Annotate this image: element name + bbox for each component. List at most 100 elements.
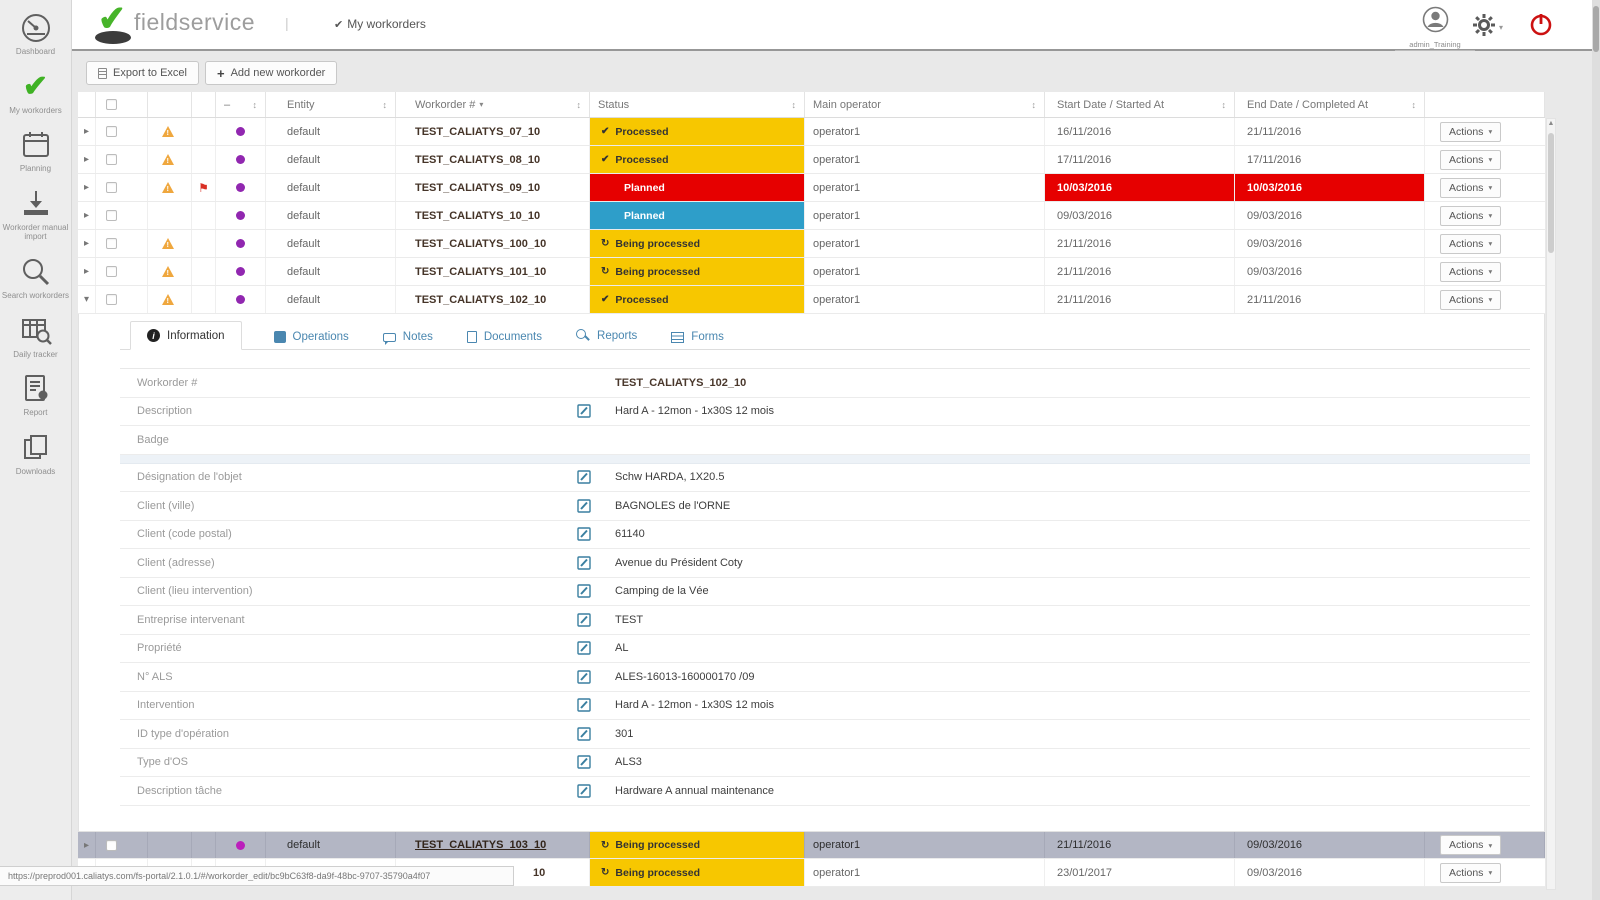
actions-button[interactable]: Actions ▾ xyxy=(1440,835,1502,855)
header-start-date[interactable]: Start Date / Started At ↕ xyxy=(1045,92,1235,117)
workorder-number: TEST_CALIATYS_10_10 xyxy=(415,209,541,222)
header-entity[interactable]: Entity ↕ xyxy=(266,92,396,117)
row-checkbox[interactable] xyxy=(106,839,117,851)
edit-icon[interactable] xyxy=(577,727,591,741)
table-scrollbar[interactable]: ▲ xyxy=(1546,118,1556,890)
workorder-table: ▸ ! default TEST_CALIATYS_07_10 ✔ Process… xyxy=(78,118,1545,314)
sidebar-item-my-workorders[interactable]: ✔ My workorders xyxy=(9,69,62,115)
gear-icon xyxy=(1472,13,1496,42)
end-date-cell: 21/11/2016 xyxy=(1235,286,1425,313)
header-workorder[interactable]: Workorder # ▾ ↕ xyxy=(396,92,590,117)
header-badge-column[interactable]: – ↕ xyxy=(216,92,266,117)
sidebar-item-daily-tracker[interactable]: Daily tracker xyxy=(1,313,71,360)
table-row[interactable]: ▸ ! default TEST_CALIATYS_100_10 ↻ Being … xyxy=(78,230,1545,258)
actions-button[interactable]: Actions ▾ xyxy=(1440,177,1502,198)
actions-button[interactable]: Actions ▾ xyxy=(1440,233,1502,254)
table-scrollbar-thumb[interactable] xyxy=(1548,133,1554,253)
user-menu[interactable]: admin_Training xyxy=(1395,6,1475,51)
field-client-ville: Client (ville) BAGNOLES de l'ORNE xyxy=(120,492,1530,521)
sidebar-item-downloads[interactable]: Downloads xyxy=(1,430,71,477)
table-row[interactable]: ▸ ! default TEST_CALIATYS_101_10 ↻ Being … xyxy=(78,258,1545,286)
expand-row-icon[interactable]: ▸ xyxy=(83,126,90,137)
actions-button[interactable]: Actions ▾ xyxy=(1440,121,1502,142)
edit-icon[interactable] xyxy=(577,470,591,484)
actions-button[interactable]: Actions ▾ xyxy=(1440,261,1502,282)
edit-icon[interactable] xyxy=(577,499,591,513)
row-checkbox[interactable] xyxy=(106,294,117,305)
workorder-link[interactable]: TEST_CALIATYS_103_10 xyxy=(415,839,547,851)
edit-icon[interactable] xyxy=(577,641,591,655)
collapse-row-icon[interactable]: ▾ xyxy=(83,294,90,305)
check-icon: ✔ xyxy=(601,294,610,305)
edit-icon[interactable] xyxy=(577,613,591,627)
edit-icon[interactable] xyxy=(577,527,591,541)
select-all-checkbox[interactable] xyxy=(106,99,117,110)
edit-icon[interactable] xyxy=(577,698,591,712)
edit-icon[interactable] xyxy=(577,404,591,418)
excel-file-icon xyxy=(98,67,107,79)
table-row[interactable]: ▸ ! ⚑ default TEST_CALIATYS_09_10 Planne… xyxy=(78,174,1545,202)
row-checkbox[interactable] xyxy=(106,126,117,137)
logout-button[interactable] xyxy=(1528,11,1554,42)
table-row-expanded[interactable]: ▾ ! default TEST_CALIATYS_102_10 ✔ Proces… xyxy=(78,286,1545,314)
table-row[interactable]: ▸ default TEST_CALIATYS_10_10 Planned op… xyxy=(78,202,1545,230)
table-row[interactable]: ▸ ! default TEST_CALIATYS_07_10 ✔ Process… xyxy=(78,118,1545,146)
status-url-tooltip: https://preprod001.caliatys.com/fs-porta… xyxy=(0,866,514,886)
header-end-date[interactable]: End Date / Completed At ↕ xyxy=(1235,92,1425,117)
expand-row-icon[interactable]: ▸ xyxy=(83,839,90,851)
tab-forms[interactable]: Forms xyxy=(669,325,726,349)
status-badge: ↻ Being processed xyxy=(590,230,804,257)
sidebar-item-dashboard[interactable]: Dashboard xyxy=(1,10,71,57)
expand-row-icon[interactable]: ▸ xyxy=(83,238,90,249)
app-logo[interactable]: ✔ xyxy=(92,0,140,49)
edit-icon[interactable] xyxy=(577,784,591,798)
edit-icon[interactable] xyxy=(577,670,591,684)
badge-dot xyxy=(236,295,245,304)
actions-button[interactable]: Actions ▾ xyxy=(1440,289,1502,310)
edit-icon[interactable] xyxy=(577,584,591,598)
row-checkbox[interactable] xyxy=(106,154,117,165)
tab-documents[interactable]: Documents xyxy=(465,325,544,349)
sidebar-item-workorder-manual-import[interactable]: Workorder manual import xyxy=(1,186,71,242)
expand-row-icon[interactable]: ▸ xyxy=(83,154,90,165)
operator-cell: operator1 xyxy=(805,118,1045,145)
row-checkbox[interactable] xyxy=(106,238,117,249)
export-to-excel-button[interactable]: Export to Excel xyxy=(86,61,199,85)
table-row[interactable]: ▸ ! default TEST_CALIATYS_08_10 ✔ Process… xyxy=(78,146,1545,174)
actions-button[interactable]: Actions ▾ xyxy=(1440,205,1502,226)
edit-icon[interactable] xyxy=(577,556,591,570)
sidebar-item-search-workorders[interactable]: Search workorders xyxy=(1,254,71,301)
header-main-operator[interactable]: Main operator ↕ xyxy=(805,92,1045,117)
tab-notes[interactable]: Notes xyxy=(381,325,435,349)
row-checkbox[interactable] xyxy=(106,210,117,221)
status-badge: Planned xyxy=(590,202,804,229)
actions-button[interactable]: Actions ▾ xyxy=(1440,149,1502,170)
row-checkbox[interactable] xyxy=(106,266,117,277)
caret-down-icon: ▾ xyxy=(1499,23,1504,32)
expand-row-icon[interactable]: ▸ xyxy=(83,210,90,221)
tab-reports[interactable]: Reports xyxy=(574,323,639,349)
sidebar-item-planning[interactable]: Planning xyxy=(1,127,71,174)
field-description: Description Hard A - 12mon - 1x30S 12 mo… xyxy=(120,398,1530,426)
expand-row-icon[interactable]: ▸ xyxy=(83,266,90,277)
table-row-selected[interactable]: ▸ default TEST_CALIATYS_103_10 ↻ Being pr… xyxy=(78,832,1545,859)
window-scrollbar-thumb[interactable] xyxy=(1593,6,1599,52)
add-new-workorder-button[interactable]: + Add new workorder xyxy=(204,61,338,85)
sidebar-item-report[interactable]: Report xyxy=(1,371,71,418)
edit-icon[interactable] xyxy=(577,755,591,769)
row-checkbox[interactable] xyxy=(106,182,117,193)
status-badge: ↻ Being processed xyxy=(590,859,804,886)
end-date-cell: 10/03/2016 xyxy=(1235,174,1425,201)
warning-icon: ! xyxy=(162,266,174,277)
settings-menu[interactable]: ▾ xyxy=(1472,13,1503,42)
tab-operations[interactable]: Operations xyxy=(272,325,351,349)
scroll-up-arrow[interactable]: ▲ xyxy=(1547,120,1555,127)
window-scrollbar[interactable] xyxy=(1592,0,1600,900)
actions-button[interactable]: Actions ▾ xyxy=(1440,862,1502,883)
tab-information[interactable]: i Information xyxy=(130,321,242,350)
breadcrumb[interactable]: ✔ My workorders xyxy=(334,17,426,31)
forms-icon xyxy=(671,331,685,343)
expand-row-icon[interactable]: ▸ xyxy=(83,182,90,193)
field-value: Schw HARDA, 1X20.5 xyxy=(615,471,725,484)
header-status[interactable]: Status ↕ xyxy=(590,92,805,117)
